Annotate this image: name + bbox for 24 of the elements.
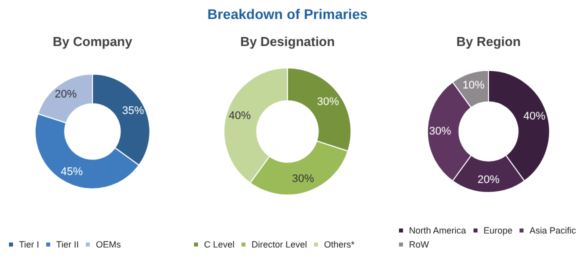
data-label: 30% bbox=[429, 125, 452, 138]
data-label: 40% bbox=[228, 110, 252, 122]
data-label: 30% bbox=[292, 173, 314, 186]
data-label: 40% bbox=[523, 110, 546, 123]
legend-label: North America bbox=[409, 226, 466, 236]
data-label: 10% bbox=[462, 80, 485, 92]
data-label: 20% bbox=[54, 88, 77, 101]
chart-title: Breakdown of Primaries bbox=[206, 6, 369, 22]
data-label: 35% bbox=[122, 104, 144, 117]
chart-subtitle: By Designation bbox=[240, 34, 335, 49]
legend-label: C Level bbox=[204, 240, 235, 250]
legend-label: RoW bbox=[409, 240, 430, 250]
legend-label: OEMs bbox=[96, 240, 122, 250]
legend-label: Europe bbox=[484, 226, 513, 236]
chart-subtitle: By Region bbox=[456, 34, 521, 49]
data-label: 20% bbox=[477, 174, 500, 186]
legend-label: Director Level bbox=[252, 240, 308, 250]
data-label: 45% bbox=[60, 166, 84, 178]
legend-label: Others* bbox=[324, 240, 356, 250]
data-label: 30% bbox=[317, 96, 340, 108]
legend-label: Asia Pacific bbox=[530, 226, 577, 236]
legend-label: Tier II bbox=[56, 240, 79, 250]
legend-label: Tier I bbox=[19, 240, 40, 250]
chart-subtitle: By Company bbox=[52, 34, 133, 49]
